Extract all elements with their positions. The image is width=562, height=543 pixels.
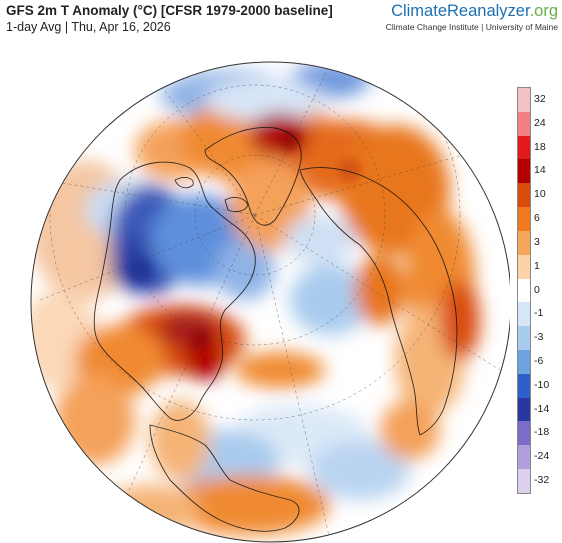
globe-fill xyxy=(31,62,510,542)
legend-swatch xyxy=(518,159,530,184)
brand-affiliation: Climate Change Institute | University of… xyxy=(385,22,558,32)
legend-swatch xyxy=(518,421,530,446)
globe-outline xyxy=(30,61,510,543)
legend-swatch xyxy=(518,469,530,493)
map-title: GFS 2m T Anomaly (°C) [CFSR 1979-2000 ba… xyxy=(6,3,333,18)
legend-swatch xyxy=(518,373,530,398)
legend-swatch xyxy=(518,397,530,422)
legend-swatch xyxy=(518,230,530,255)
legend-label: -1 xyxy=(534,307,544,320)
legend-label: 18 xyxy=(534,140,546,153)
legend-swatch xyxy=(518,111,530,136)
legend-swatch xyxy=(518,88,530,112)
color-scale-legend xyxy=(517,87,531,494)
legend-label: -6 xyxy=(534,354,544,367)
legend-swatch xyxy=(518,183,530,208)
legend-swatch xyxy=(518,349,530,374)
legend-swatch xyxy=(518,254,530,279)
legend-label: -24 xyxy=(534,450,550,463)
legend-swatch xyxy=(518,135,530,160)
legend-swatch xyxy=(518,207,530,231)
brand-block[interactable]: ClimateReanalyzer.org Climate Change Ins… xyxy=(386,2,558,32)
legend-label: -10 xyxy=(534,378,550,391)
legend-label: -3 xyxy=(534,331,544,344)
legend-label: -14 xyxy=(534,402,550,415)
legend-label: 14 xyxy=(534,164,546,177)
legend-label: -32 xyxy=(534,474,550,487)
brand-logo[interactable]: ClimateReanalyzer.org xyxy=(391,2,558,20)
legend-label: 10 xyxy=(534,188,546,201)
legend-swatch xyxy=(518,326,530,350)
legend-label: 32 xyxy=(534,92,546,105)
legend-swatch xyxy=(518,302,530,327)
legend-label: 1 xyxy=(534,259,540,272)
legend-label: 3 xyxy=(534,235,540,248)
legend-swatch xyxy=(518,278,530,303)
legend-label: 24 xyxy=(534,116,546,129)
legend-swatch xyxy=(518,445,530,469)
legend-label: -18 xyxy=(534,426,550,439)
legend-label: 6 xyxy=(534,212,540,225)
map-subtitle: 1-day Avg | Thu, Apr 16, 2026 xyxy=(6,20,171,34)
legend-label: 0 xyxy=(534,283,540,296)
anomaly-globe-map xyxy=(30,61,510,543)
color-scale-labels: 32 24 18 14 10 6 3 1 0 -1 -3 -6 -10 -14 -18 -24 -32 xyxy=(534,87,562,492)
